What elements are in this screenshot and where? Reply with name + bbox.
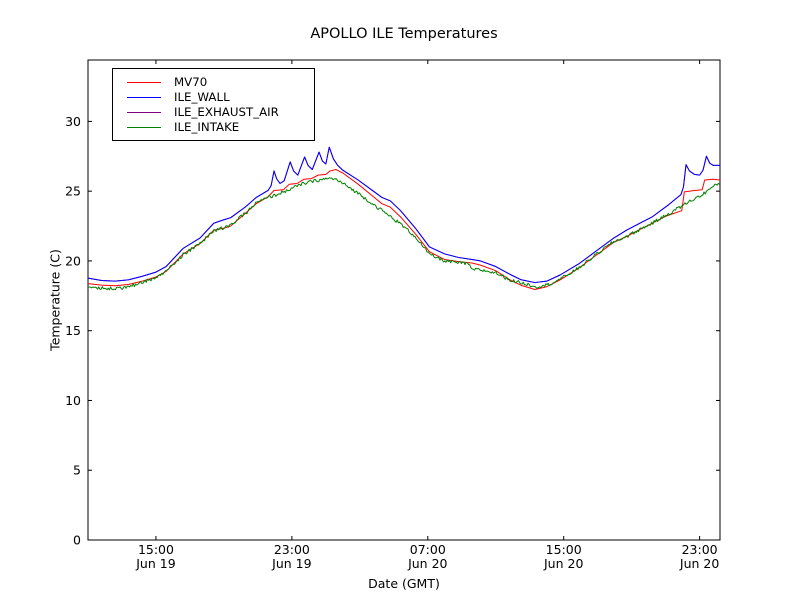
legend-entry: ILE_EXHAUST_AIR	[113, 105, 314, 120]
x-tick-label-time: 07:00	[410, 542, 446, 557]
y-tick-label: 10	[65, 393, 81, 408]
y-tick-label: 5	[73, 463, 81, 478]
legend-label: MV70	[174, 75, 208, 89]
legend-line-sample-mv70	[127, 82, 161, 83]
x-tick-label-date: Jun 20	[407, 556, 447, 571]
legend-entry: MV70	[113, 75, 314, 90]
legend-entry: ILE_WALL	[113, 90, 314, 105]
x-tick-label-time: 23:00	[274, 542, 310, 557]
legend-line-sample-ile-exhaust-air	[127, 112, 161, 113]
legend: MV70 ILE_WALL ILE_EXHAUST_AIR ILE_INTAKE	[112, 68, 315, 141]
y-axis-label: Temperature (C)	[47, 249, 63, 351]
legend-label: ILE_INTAKE	[174, 120, 240, 134]
x-axis-label: Date (GMT)	[368, 576, 440, 591]
y-tick-label: 0	[73, 533, 81, 548]
legend-line-sample-ile-intake	[127, 127, 161, 128]
x-tick-label-time: 23:00	[682, 542, 718, 557]
y-tick-label: 30	[65, 114, 81, 129]
axes-frame	[87, 59, 721, 541]
series-line-ile-intake	[87, 177, 720, 291]
x-tick-label-time: 15:00	[546, 542, 582, 557]
series-line-mv70	[87, 169, 721, 291]
y-tick-label: 15	[65, 323, 81, 338]
x-tick-label-date: Jun 19	[271, 556, 311, 571]
x-tick-label-date: Jun 20	[543, 556, 583, 571]
x-tick-label-date: Jun 19	[135, 556, 175, 571]
y-tick-label: 20	[65, 253, 81, 268]
legend-line-sample-ile-wall	[127, 97, 161, 98]
legend-label: ILE_WALL	[174, 90, 230, 104]
x-tick-label-date: Jun 20	[679, 556, 719, 571]
series-line-ile-wall	[87, 146, 720, 284]
chart-title: APOLLO ILE Temperatures	[310, 26, 498, 42]
y-tick-label: 25	[65, 184, 81, 199]
legend-entry: ILE_INTAKE	[113, 120, 314, 135]
x-tick-label-time: 15:00	[138, 542, 174, 557]
legend-label: ILE_EXHAUST_AIR	[174, 105, 279, 119]
